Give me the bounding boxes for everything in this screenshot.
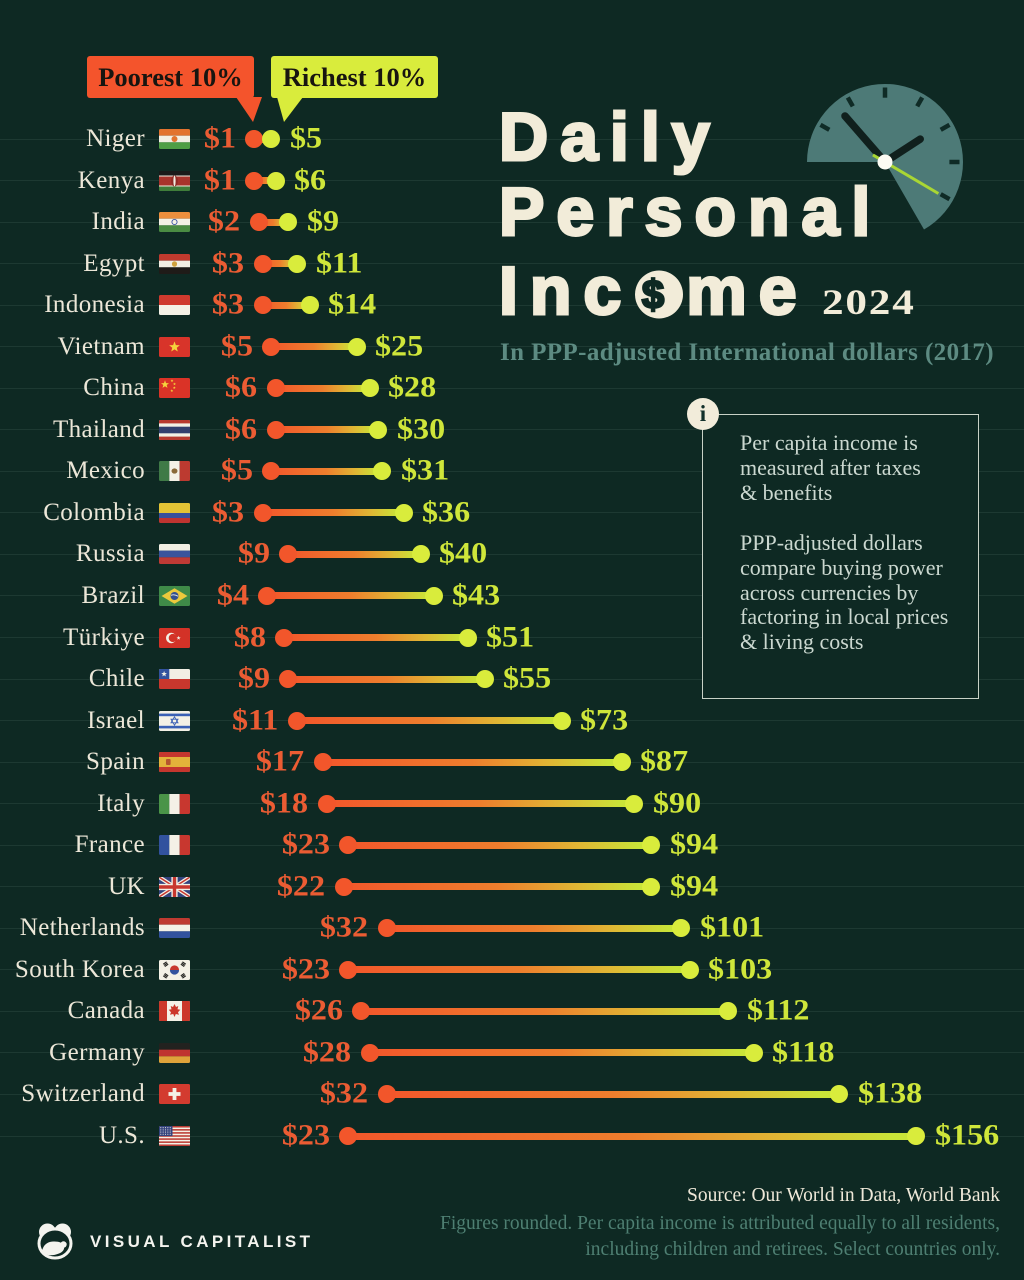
- svg-text:$: $: [642, 273, 676, 317]
